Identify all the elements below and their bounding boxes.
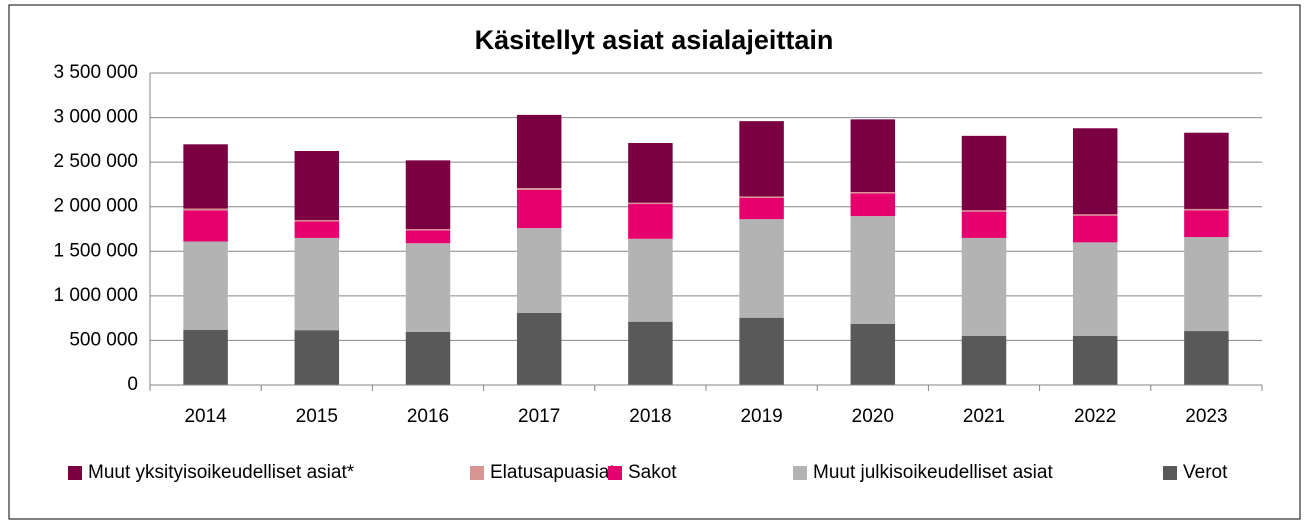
y-tick-label: 2 500 000 [53, 151, 138, 172]
legend-label: Muut yksityisoikeudelliset asiat* [88, 462, 355, 483]
bar-segment [405, 160, 451, 229]
bar-segment [405, 230, 451, 244]
bar-segment [961, 237, 1007, 336]
bar-segment [850, 119, 896, 193]
legend-label: Sakot [628, 462, 677, 483]
bar-segment [628, 204, 673, 239]
y-tick-label: 0 [127, 374, 138, 395]
x-tick-label: 2023 [1185, 406, 1227, 427]
bar-segment [850, 216, 896, 324]
bar-segment [294, 221, 340, 238]
legend-swatch [793, 466, 807, 480]
bar-segment [516, 187, 562, 190]
bar-segment [628, 238, 673, 322]
bar-segment [850, 323, 896, 385]
bar-segment [294, 151, 340, 221]
bar-segment [405, 243, 451, 332]
x-tick-label: 2021 [963, 406, 1005, 427]
bar-segment [628, 142, 673, 203]
bar-segment [183, 210, 228, 242]
x-tick-label: 2020 [852, 406, 894, 427]
bar-segment [961, 211, 1007, 238]
bar-segment [739, 196, 784, 198]
bar-segment [1072, 215, 1118, 243]
bar-segment [1072, 128, 1118, 215]
bar-segment [961, 210, 1007, 212]
bar-segment [405, 229, 451, 231]
bar-segment [739, 219, 784, 318]
bar-segment [1072, 214, 1118, 216]
y-tick-label: 1 000 000 [53, 285, 138, 306]
bar-segment [183, 144, 228, 209]
bar-segment [294, 237, 340, 331]
legend-swatch [608, 466, 622, 480]
chart-title: Käsitellyt asiat asialajeittain [475, 25, 834, 55]
y-tick-label: 1 500 000 [53, 240, 138, 261]
bar-segment [183, 208, 228, 211]
bar-segment [961, 135, 1007, 211]
bar-segment [1184, 331, 1229, 385]
bar-segment [294, 330, 340, 385]
bar-segment [850, 193, 896, 217]
bar-segment [183, 329, 228, 385]
bar-segment [1072, 335, 1118, 385]
bar-segment [850, 192, 896, 194]
bar-segment [1184, 210, 1229, 238]
bar-segment [961, 335, 1007, 385]
bar-segment [628, 321, 673, 385]
bar-segment [516, 312, 562, 385]
x-tick-label: 2022 [1074, 406, 1116, 427]
bar-segment [1184, 237, 1229, 332]
x-tick-label: 2014 [184, 406, 227, 427]
bar-segment [1184, 132, 1229, 209]
bar-segment [516, 114, 562, 188]
bar-segment [1072, 242, 1118, 336]
y-tick-label: 2 000 000 [53, 196, 138, 217]
x-tick-label: 2017 [518, 406, 560, 427]
bar-segment [183, 241, 228, 330]
bar-segment [405, 331, 451, 385]
bar-segment [628, 202, 673, 205]
y-tick-label: 3 500 000 [53, 62, 138, 83]
bar-segment [739, 121, 784, 197]
x-tick-label: 2015 [296, 406, 338, 427]
legend-swatch [1163, 466, 1177, 480]
legend-swatch [470, 466, 484, 480]
y-tick-label: 500 000 [69, 329, 138, 350]
y-tick-label: 3 000 000 [53, 107, 138, 128]
x-tick-label: 2019 [740, 406, 782, 427]
bar-segment [516, 228, 562, 313]
legend-label: Elatusapuasiat [490, 462, 615, 483]
bar-segment [739, 317, 784, 385]
legend-swatch [68, 466, 82, 480]
bar-segment [1184, 208, 1229, 211]
bar-segment [294, 220, 340, 222]
legend-label: Verot [1183, 462, 1228, 483]
bar-segment [516, 189, 562, 229]
x-tick-label: 2018 [629, 406, 671, 427]
legend-label: Muut julkisoikeudelliset asiat [813, 462, 1053, 483]
bar-segment [739, 197, 784, 220]
x-tick-label: 2016 [407, 406, 449, 427]
